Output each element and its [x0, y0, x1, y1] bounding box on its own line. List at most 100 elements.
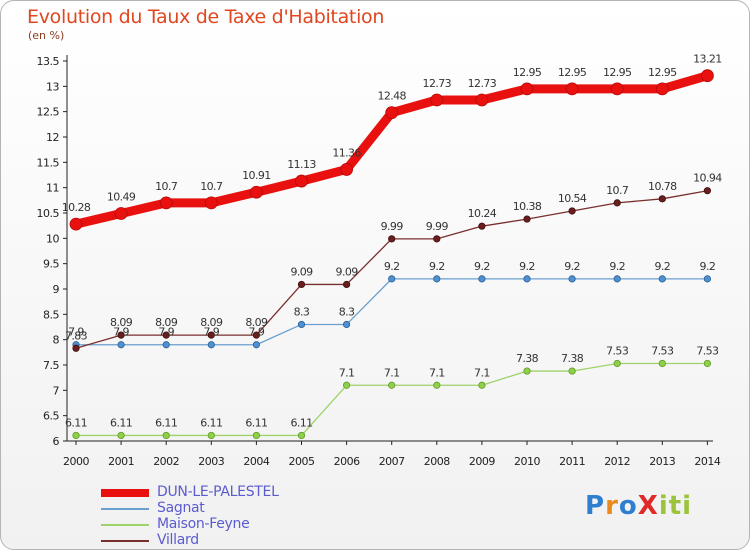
data-point-dun-le-palestel — [295, 174, 308, 188]
data-point-villard — [478, 222, 486, 230]
data-label-dun-le-palestel: 10.7 — [155, 180, 178, 193]
data-point-maison-feyne — [703, 359, 712, 368]
x-tick-label: 2014 — [694, 455, 720, 468]
data-label-villard: 9.99 — [426, 220, 449, 233]
data-point-villard — [342, 280, 351, 289]
brand-logo-letter: o — [618, 491, 638, 521]
data-label-sagnat: 8.3 — [339, 305, 355, 318]
legend-swatch-sagnat — [101, 508, 149, 510]
legend-label-sagnat: Sagnat — [157, 500, 205, 516]
data-label-villard: 8.09 — [245, 316, 268, 329]
x-tick-label: 2009 — [469, 455, 495, 468]
data-label-maison-feyne: 7.38 — [516, 352, 539, 365]
brand-logo-letter: t — [668, 491, 683, 521]
data-label-villard: 10.7 — [606, 184, 629, 197]
data-point-maison-feyne — [523, 367, 531, 375]
data-label-maison-feyne: 6.11 — [110, 416, 132, 429]
data-point-villard — [388, 235, 396, 243]
data-label-maison-feyne: 7.38 — [561, 352, 584, 365]
brand-logo-letter: X — [637, 491, 659, 521]
data-label-sagnat: 9.2 — [564, 260, 580, 273]
data-point-dun-le-palestel — [340, 163, 354, 176]
data-point-sagnat — [207, 341, 215, 349]
data-label-dun-le-palestel: 12.95 — [603, 66, 632, 79]
data-point-sagnat — [297, 320, 306, 329]
y-tick-label: 7 — [53, 384, 60, 397]
data-label-sagnat: 7.9 — [68, 326, 84, 339]
data-label-maison-feyne: 6.11 — [65, 416, 87, 429]
y-tick-label: 7.5 — [43, 359, 59, 372]
data-point-maison-feyne — [72, 431, 80, 440]
data-label-villard: 10.54 — [558, 192, 587, 205]
y-tick-label: 6 — [53, 435, 60, 448]
data-point-dun-le-palestel — [249, 185, 263, 199]
data-label-villard: 10.78 — [648, 180, 677, 193]
legend-label-maison-feyne: Maison-Feyne — [157, 516, 250, 532]
data-point-maison-feyne — [162, 431, 170, 440]
data-point-dun-le-palestel — [520, 82, 534, 96]
data-point-maison-feyne — [252, 431, 260, 440]
chart-title: Evolution du Taux de Taxe d'Habitation — [27, 6, 385, 28]
data-label-dun-le-palestel: 10.49 — [107, 191, 136, 204]
data-point-villard — [433, 235, 441, 243]
y-tick-label: 12 — [46, 131, 59, 144]
y-tick-label: 6.5 — [43, 410, 59, 423]
data-point-villard — [252, 331, 260, 339]
data-label-villard: 8.09 — [110, 316, 133, 329]
data-point-maison-feyne — [342, 381, 351, 389]
y-tick-label: 9 — [53, 283, 60, 296]
data-label-dun-le-palestel: 12.48 — [377, 90, 406, 103]
data-point-maison-feyne — [658, 359, 666, 368]
data-point-dun-le-palestel — [114, 207, 128, 220]
data-label-maison-feyne: 7.53 — [651, 344, 674, 357]
brand-logo-letter: r — [605, 491, 619, 521]
data-label-villard: 10.24 — [468, 207, 497, 220]
data-label-maison-feyne: 7.1 — [429, 366, 445, 379]
data-point-villard — [658, 195, 666, 203]
data-label-sagnat: 7.9 — [113, 326, 129, 339]
x-tick-label: 2002 — [153, 455, 179, 468]
data-point-sagnat — [433, 275, 441, 283]
data-point-sagnat — [568, 275, 576, 283]
data-point-maison-feyne — [613, 359, 621, 368]
x-tick-label: 2000 — [63, 455, 89, 468]
y-tick-label: 8 — [53, 334, 60, 347]
y-tick-label: 13 — [46, 80, 59, 93]
brand-logo-letter: i — [682, 491, 693, 521]
y-tick-label: 9.5 — [43, 258, 59, 271]
data-label-dun-le-palestel: 13.21 — [693, 53, 722, 66]
x-tick-label: 2013 — [649, 455, 675, 468]
data-label-dun-le-palestel: 12.73 — [468, 77, 497, 90]
data-point-villard — [117, 331, 125, 339]
data-point-maison-feyne — [207, 431, 215, 440]
data-point-dun-le-palestel — [159, 196, 173, 210]
x-tick-label: 2001 — [108, 455, 134, 468]
brand-logo-letter: P — [585, 491, 606, 521]
data-label-sagnat: 7.9 — [158, 326, 174, 339]
y-tick-label: 12.5 — [37, 106, 60, 119]
y-tick-label: 11 — [46, 182, 59, 195]
data-point-dun-le-palestel — [565, 82, 579, 96]
legend-label-villard: Villard — [157, 532, 199, 548]
data-point-maison-feyne — [433, 381, 441, 389]
data-point-maison-feyne — [297, 431, 306, 440]
data-label-sagnat: 9.2 — [429, 260, 445, 273]
data-point-sagnat — [342, 320, 351, 329]
x-tick-label: 2003 — [198, 455, 224, 468]
data-label-dun-le-palestel: 12.73 — [423, 77, 452, 90]
legend-swatch-villard — [101, 540, 149, 542]
x-tick-label: 2006 — [334, 455, 360, 468]
data-point-dun-le-palestel — [610, 82, 624, 96]
y-tick-label: 10 — [46, 232, 59, 245]
legend-swatch-dun-le-palestel — [101, 489, 149, 497]
data-point-villard — [523, 215, 531, 223]
data-point-sagnat — [117, 341, 125, 349]
data-label-villard: 9.09 — [336, 265, 359, 278]
data-point-sagnat — [523, 275, 531, 283]
x-tick-label: 2004 — [243, 455, 269, 468]
data-point-sagnat — [162, 341, 170, 349]
data-point-villard — [162, 331, 170, 339]
y-tick-label: 8.5 — [43, 308, 59, 321]
data-label-dun-le-palestel: 12.95 — [513, 66, 542, 79]
data-label-maison-feyne: 7.1 — [339, 366, 355, 379]
